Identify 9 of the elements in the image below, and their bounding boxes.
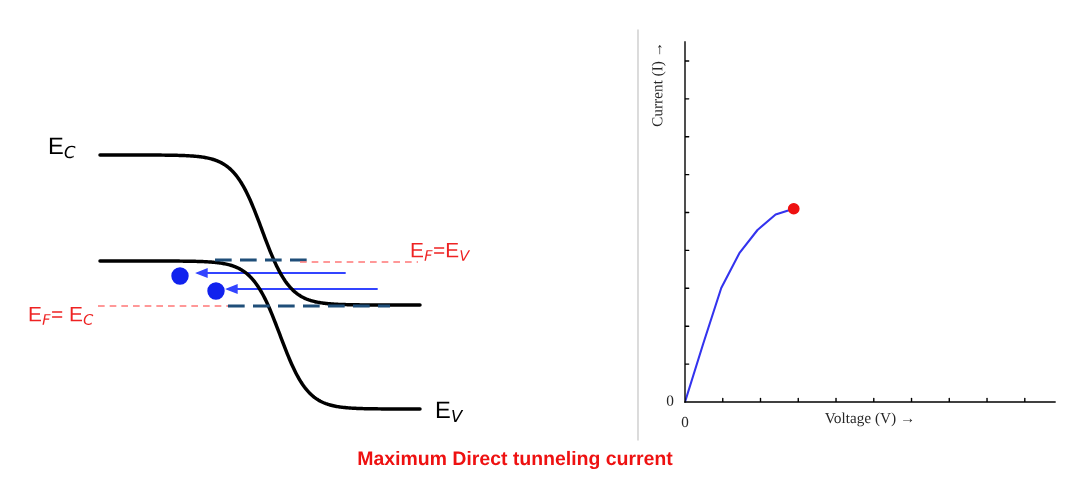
text: E$_{V}$: [436, 401, 464, 422]
x-axis-title: Voltage (V) →: [824, 412, 913, 427]
text: Maximum Direct tunneling current: [358, 450, 673, 470]
text: E$_{C}$: [49, 137, 76, 159]
text: 0: [666, 395, 674, 406]
text: 0: [681, 416, 689, 428]
text: E$_{F}$=E$_{V}$: [411, 243, 471, 261]
y-axis-title: Current (I) →: [651, 45, 666, 127]
text: E$_{F}$= E$_{C}$: [29, 307, 94, 325]
